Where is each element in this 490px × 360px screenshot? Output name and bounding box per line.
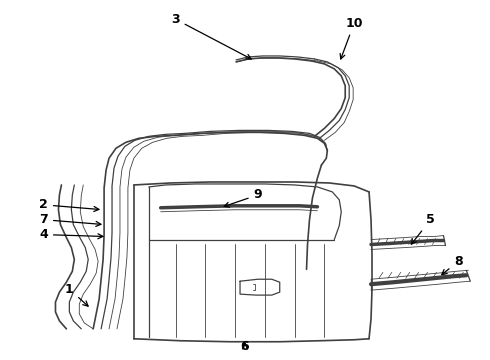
Text: 7: 7 bbox=[39, 213, 101, 226]
Text: 10: 10 bbox=[340, 17, 363, 59]
Text: 1: 1 bbox=[65, 283, 88, 306]
Text: 2: 2 bbox=[39, 198, 99, 211]
Text: 8: 8 bbox=[442, 255, 463, 275]
Text: 6: 6 bbox=[241, 340, 249, 353]
Text: 4: 4 bbox=[39, 228, 103, 241]
Text: 9: 9 bbox=[224, 188, 262, 207]
Text: 3: 3 bbox=[171, 13, 251, 59]
Text: 5: 5 bbox=[411, 213, 435, 244]
